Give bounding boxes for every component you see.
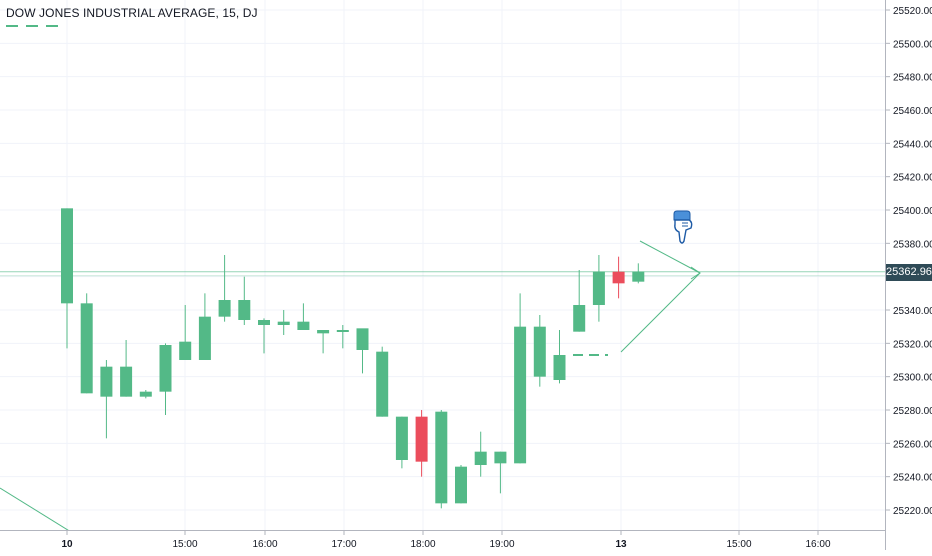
candle-up [61, 208, 73, 304]
price-tick-label: 25240.00 [893, 473, 932, 484]
price-tick-label: 25420.00 [893, 173, 932, 184]
trend-line [0, 487, 72, 533]
candle-down [612, 271, 625, 284]
candle-up [139, 391, 152, 397]
price-tick-label: 25220.00 [893, 506, 932, 517]
time-tick-label: 15:00 [726, 539, 751, 550]
time-axis[interactable]: 10 15:00 16:00 17:00 18:00 19:00 13 15:00 16:00 [0, 530, 885, 550]
candle-up [198, 316, 211, 360]
hand-icon-cuff [673, 210, 691, 221]
legend-dash [6, 25, 18, 27]
price-tick-label: 25320.00 [893, 339, 932, 350]
candle-up [395, 416, 408, 460]
time-axis-labels: 10 15:00 16:00 17:00 18:00 19:00 13 15:00 16:00 [61, 531, 831, 550]
candle-up [317, 330, 330, 334]
triangle-arrowhead [690, 266, 701, 280]
price-tick-label: 25480.00 [893, 73, 932, 84]
time-tick-label: 16:00 [805, 539, 830, 550]
candle-up [494, 451, 507, 464]
pointing-hand-icon [673, 210, 693, 244]
candle-up [80, 303, 93, 394]
time-tick-label: 16:00 [252, 539, 277, 550]
candle-up [573, 305, 586, 332]
hand-icon-lines [682, 222, 688, 227]
price-tick-label: 25280.00 [893, 406, 932, 417]
candle-up [592, 271, 605, 305]
price-tick-label: 25460.00 [893, 106, 932, 117]
candle-up [218, 300, 231, 317]
candle-up [356, 328, 369, 350]
time-tick-label: 18:00 [410, 539, 435, 550]
price-tick-label: 25400.00 [893, 206, 932, 217]
candle-up [100, 366, 113, 397]
candle-up [435, 411, 448, 504]
candle-up [533, 326, 546, 377]
candlestick-chart[interactable] [0, 0, 885, 533]
triangle-pattern [620, 240, 701, 353]
chart-title: DOW JONES INDUSTRIAL AVERAGE, 15, DJ [6, 6, 258, 20]
candle-up [514, 326, 527, 464]
time-tick-label: 17:00 [331, 539, 356, 550]
candle-up [238, 300, 251, 320]
chart-legend: DOW JONES INDUSTRIAL AVERAGE, 15, DJ [6, 6, 258, 27]
time-tick-label: 15:00 [172, 539, 197, 550]
price-tick-label: 25500.00 [893, 39, 932, 50]
time-tick-label: 13 [615, 539, 627, 550]
price-tick-label: 25520.00 [893, 6, 932, 17]
time-tick-label: 10 [61, 539, 73, 550]
candle-up [474, 451, 487, 465]
price-tick-label: 25340.00 [893, 306, 932, 317]
candle-up [297, 321, 310, 330]
candle-down [415, 416, 428, 462]
chart-plot-area[interactable] [0, 0, 885, 533]
candle-up [120, 366, 133, 397]
candle-up [277, 321, 290, 325]
candle-up [455, 466, 467, 504]
candle-up [159, 345, 172, 392]
candle-up [336, 330, 349, 332]
price-tick-label: 25300.00 [893, 373, 932, 384]
time-tick-label: 19:00 [489, 539, 514, 550]
price-tick-label: 25440.00 [893, 139, 932, 150]
series-line-indicator [6, 25, 61, 28]
candle-up [179, 341, 192, 360]
price-tick-label: 25260.00 [893, 439, 932, 450]
current-price-label: 25362.96 [886, 264, 932, 281]
price-tick-label: 25380.00 [893, 239, 932, 250]
legend-dash [46, 25, 58, 27]
candle-up [632, 271, 645, 282]
candle-up [376, 351, 389, 417]
candle-up [553, 355, 566, 380]
candle-up [258, 320, 270, 325]
legend-dash [26, 25, 38, 27]
